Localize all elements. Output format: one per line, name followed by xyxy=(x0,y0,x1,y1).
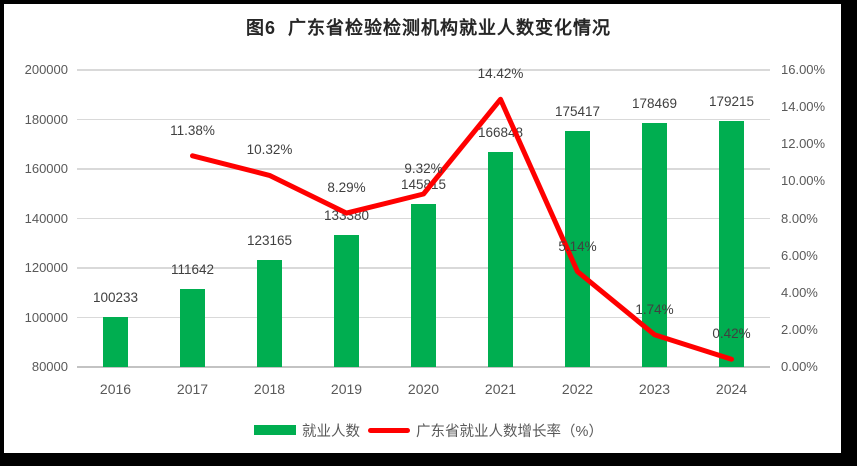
x-axis-tick-label: 2023 xyxy=(638,381,671,397)
bar-2019 xyxy=(334,234,359,367)
bar-value-label: 100233 xyxy=(92,289,139,305)
line-series-swatch-icon xyxy=(368,427,411,433)
y-axis-tick-label: 140000 xyxy=(24,210,68,226)
bar-value-label: 178469 xyxy=(631,96,678,112)
bar-2021 xyxy=(488,152,513,367)
x-axis-tick-label: 2024 xyxy=(715,381,748,397)
line-value-label: 1.74% xyxy=(635,301,674,317)
bar-2023 xyxy=(642,123,667,367)
x-axis-tick-label: 2020 xyxy=(407,381,440,397)
bar-value-label: 175417 xyxy=(554,103,601,119)
chart-legend: 就业人数 广东省就业人数增长率（%） xyxy=(0,417,857,443)
x-axis-tick-label: 2019 xyxy=(330,381,363,397)
bar-series-swatch-icon xyxy=(254,425,297,435)
x-axis-tick-label: 2022 xyxy=(561,381,594,397)
y-axis-tick-label: 80000 xyxy=(31,359,68,374)
line-value-label: 0.42% xyxy=(712,326,751,342)
y-axis-tick-label: 100000 xyxy=(24,309,68,325)
x-axis-tick-label: 2021 xyxy=(484,381,517,397)
secondary-axis-tick-label: 16.00% xyxy=(781,62,826,77)
bar-value-label: 123165 xyxy=(246,233,293,249)
secondary-axis-tick-label: 2.00% xyxy=(781,321,818,337)
legend-item-growth-rate: 广东省就业人数增长率（%） xyxy=(360,420,603,441)
x-axis-tick-label: 2017 xyxy=(176,381,209,397)
secondary-axis-tick-label: 12.00% xyxy=(781,136,826,152)
bar-2017 xyxy=(180,288,205,367)
bar-value-label: 166848 xyxy=(477,125,524,141)
secondary-axis-tick-label: 8.00% xyxy=(781,210,818,226)
x-axis-tick-label: 2016 xyxy=(99,381,132,397)
line-value-label: 14.42% xyxy=(477,66,524,82)
y-axis-tick-label: 160000 xyxy=(24,161,68,176)
y-axis-tick-label: 180000 xyxy=(24,111,68,127)
y-axis-tick-label: 120000 xyxy=(24,260,68,275)
bar-value-label: 111642 xyxy=(170,261,215,277)
secondary-axis-tick-label: 10.00% xyxy=(781,173,826,189)
line-value-label: 5.14% xyxy=(558,238,597,254)
legend-label-growth-rate: 广东省就业人数增长率（%） xyxy=(416,423,603,440)
bar-value-label: 179215 xyxy=(708,94,755,110)
secondary-axis-tick-label: 0.00% xyxy=(781,359,818,374)
gridline xyxy=(77,69,770,71)
legend-item-employment: 就业人数 xyxy=(254,420,360,441)
bar-2016 xyxy=(103,316,128,367)
secondary-axis-tick-label: 6.00% xyxy=(781,247,818,263)
legend-label-employment: 就业人数 xyxy=(302,423,361,440)
line-value-label: 10.32% xyxy=(246,142,293,158)
gridline xyxy=(77,118,770,121)
secondary-axis-tick-label: 14.00% xyxy=(781,99,826,115)
bar-2020 xyxy=(411,204,436,367)
bar-2018 xyxy=(257,260,282,367)
bar-value-label: 133380 xyxy=(323,207,370,223)
secondary-axis-tick-label: 4.00% xyxy=(781,284,818,300)
line-value-label: 9.32% xyxy=(404,160,443,176)
chart-title: 图6 广东省检验检测机构就业人数变化情况 xyxy=(245,18,611,38)
x-axis-line xyxy=(77,366,770,369)
y-axis-tick-label: 200000 xyxy=(24,62,68,77)
bar-value-label: 145815 xyxy=(400,177,447,193)
x-axis-tick-label: 2018 xyxy=(253,381,286,397)
line-value-label: 8.29% xyxy=(327,180,366,196)
line-value-label: 11.38% xyxy=(170,122,215,138)
